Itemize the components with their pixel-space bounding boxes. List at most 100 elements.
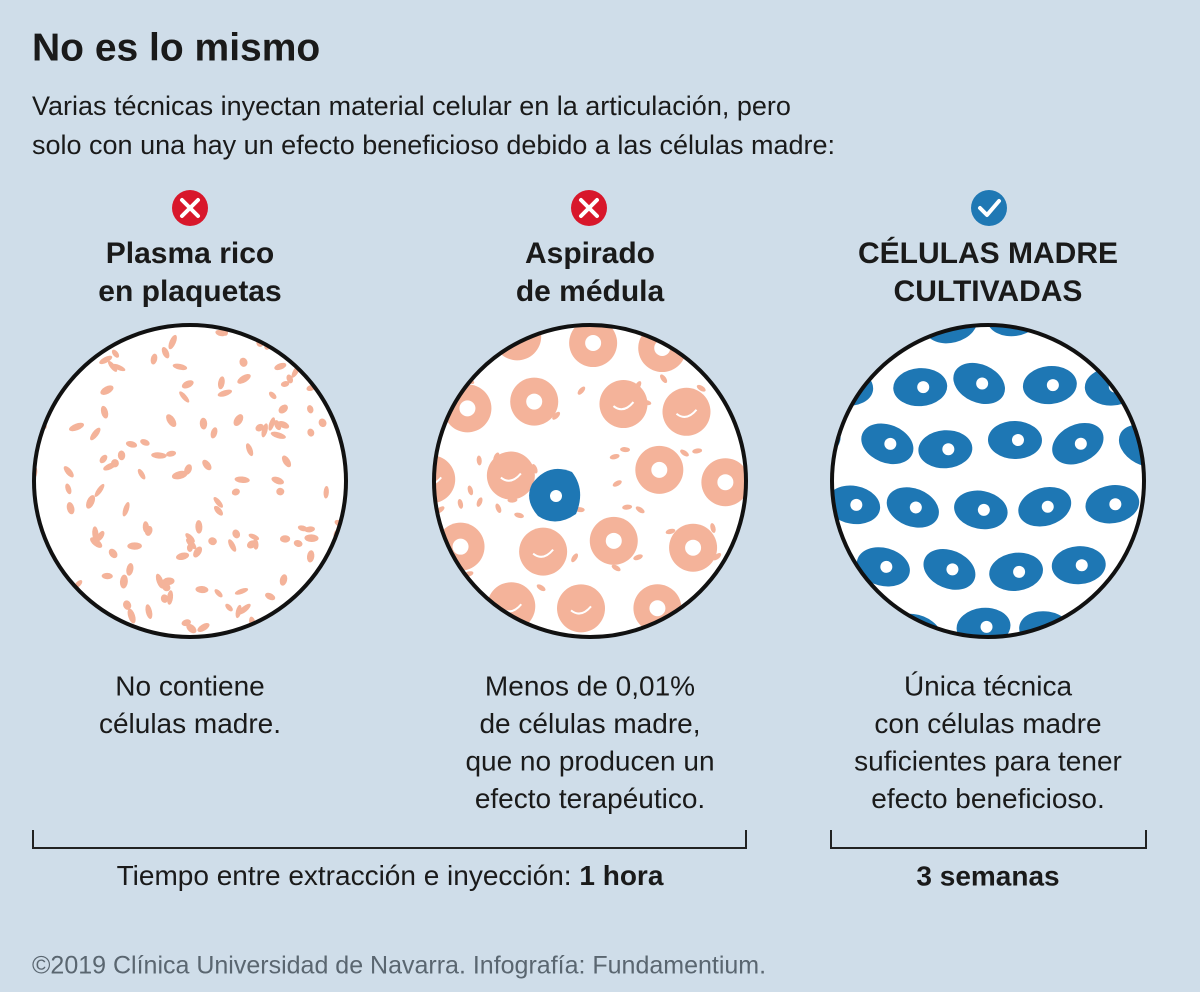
platelet [111,459,119,468]
stem-core [1041,500,1054,513]
stem-core [851,620,864,633]
fragment [712,552,722,561]
fragment [692,448,703,454]
platelet [127,608,136,624]
marrow-cell [709,589,746,637]
stem-core [946,563,959,576]
platelet [126,563,134,576]
stem-core [882,325,895,330]
micrographs [32,311,1200,639]
stem-core [1083,325,1096,328]
marrow-cell [486,451,535,500]
platelet [43,614,50,623]
platelet [307,405,314,414]
platelet [38,620,47,635]
platelet [66,502,75,515]
platelet [338,598,346,611]
stem-core [1179,505,1191,517]
marrow-core [649,600,666,617]
marrow-cell [733,388,746,437]
platelet [90,537,103,548]
platelet [99,355,113,365]
platelet [330,597,341,604]
platelet [63,466,74,478]
platelet [43,602,53,610]
column-description: efecto beneficioso. [871,783,1105,814]
platelet [60,362,69,370]
marrow-core [748,411,768,418]
platelet [96,530,105,542]
platelet [137,468,146,480]
marrow-cell [734,519,746,568]
marrow-cell [557,584,606,633]
stem-core [550,490,562,502]
platelet [265,592,276,601]
stem-cell [1151,359,1200,410]
stem-core [1147,561,1159,573]
platelet [291,353,304,362]
platelet [34,349,40,365]
platelet [176,552,190,561]
platelet [40,607,49,614]
platelet [238,603,251,615]
fragment [633,554,643,561]
fragment [622,504,633,510]
marrow-cell [704,325,746,368]
title: No es lo mismo [32,26,320,69]
fragment [571,553,579,563]
stem-core [909,501,922,514]
platelet [231,488,240,496]
platelet [179,391,190,403]
platelet [145,604,153,619]
timing-value: 3 semanas [916,860,1059,891]
fragment [660,374,668,384]
stem-cell [1118,424,1144,467]
fragment [476,455,482,466]
column-description: con células madre [874,708,1101,739]
stem-core [843,380,856,393]
marrow-core [585,335,602,352]
fragment [611,564,621,572]
platelet [215,329,227,337]
stem-cell [1092,612,1144,637]
platelet [171,470,188,480]
platelet [162,582,171,592]
stem-core [1176,625,1188,637]
platelet [234,588,249,595]
platelet [306,550,315,563]
stem-cell [1152,487,1200,536]
platelet [274,420,282,431]
column-heading: Plasma rico [106,237,274,270]
platelet [217,389,233,397]
column-description: Menos de 0,01% [485,670,695,701]
platelet [117,450,126,461]
stem-core [1011,311,1023,323]
column-description: que no producen un [465,745,714,776]
platelet [329,358,339,370]
bracket [32,830,1147,849]
stem-core [913,628,926,637]
timing-value: 1 hora [579,860,663,891]
icon-yes [971,190,1007,226]
fragment [710,523,716,533]
stem-core [1179,379,1191,391]
platelet [225,603,233,612]
platelet [281,455,292,468]
platelet [99,454,108,464]
platelet [101,572,113,580]
stem-cell [858,325,913,343]
marrow-core [434,335,446,352]
stem-core [917,381,930,394]
platelet [172,363,188,371]
stem-core [820,567,832,579]
stem-core [880,560,893,573]
micrograph-border [32,323,348,639]
platelet [217,376,225,390]
platelet [195,520,203,534]
marrow-core [452,538,469,555]
fragment [453,596,462,604]
fragment [467,326,477,333]
fragment [635,506,645,514]
stem-core [1140,325,1144,332]
